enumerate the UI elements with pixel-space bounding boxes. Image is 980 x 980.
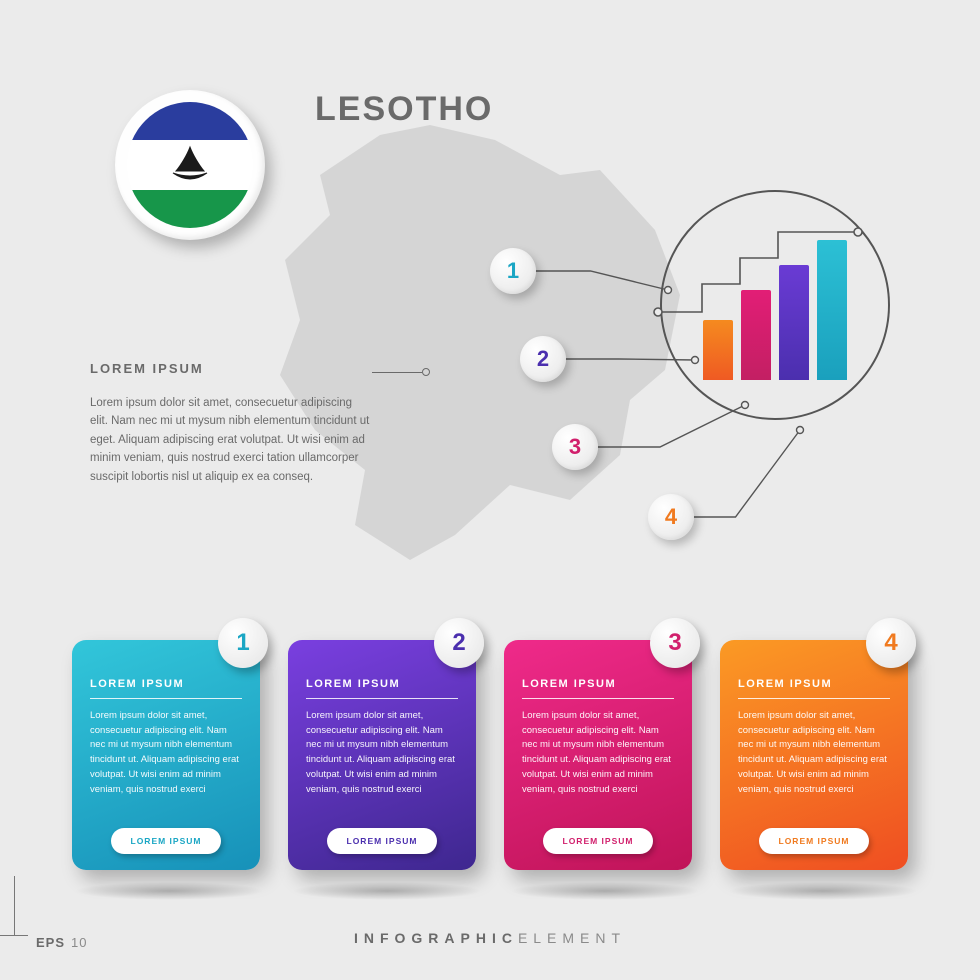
footer-light: ELEMENT (518, 930, 626, 946)
card-divider (738, 698, 890, 699)
card-body-text: Lorem ipsum dolor sit amet, consecuetur … (738, 709, 890, 797)
card-title: LOREM IPSUM (306, 678, 458, 690)
number-badge-4: 4 (648, 494, 694, 540)
number-badge-2: 2 (520, 336, 566, 382)
card-shadow (292, 882, 482, 900)
card-title: LOREM IPSUM (90, 678, 242, 690)
info-card-3: 3LOREM IPSUMLorem ipsum dolor sit amet, … (504, 640, 692, 870)
info-card-1: 1LOREM IPSUMLorem ipsum dolor sit amet, … (72, 640, 260, 870)
card-button[interactable]: LOREM IPSUM (327, 828, 437, 854)
footer-bold: INFOGRAPHIC (354, 930, 518, 946)
card-title: LOREM IPSUM (738, 678, 890, 690)
card-button[interactable]: LOREM IPSUM (543, 828, 653, 854)
card-divider (522, 698, 674, 699)
card-shadow (728, 882, 918, 900)
corner-mark-icon (0, 876, 28, 936)
card-body-text: Lorem ipsum dolor sit amet, consecuetur … (306, 709, 458, 797)
number-badge-1: 1 (490, 248, 536, 294)
number-badge-3: 3 (552, 424, 598, 470)
card-button[interactable]: LOREM IPSUM (111, 828, 221, 854)
card-number-badge: 2 (434, 618, 484, 668)
card-title: LOREM IPSUM (522, 678, 674, 690)
card-divider (90, 698, 242, 699)
connector-lines (0, 0, 980, 620)
eps-number: 10 (71, 935, 87, 950)
card-button[interactable]: LOREM IPSUM (759, 828, 869, 854)
card-shadow (510, 882, 700, 900)
eps-label: EPS (36, 935, 65, 950)
card-shadow (74, 882, 264, 900)
card-divider (306, 698, 458, 699)
info-card-4: 4LOREM IPSUMLorem ipsum dolor sit amet, … (720, 640, 908, 870)
card-body-text: Lorem ipsum dolor sit amet, consecuetur … (522, 709, 674, 797)
cards-row: 1LOREM IPSUMLorem ipsum dolor sit amet, … (72, 640, 908, 870)
card-number-badge: 3 (650, 618, 700, 668)
eps-badge: EPS 10 (36, 935, 87, 950)
card-body-text: Lorem ipsum dolor sit amet, consecuetur … (90, 709, 242, 797)
card-number-badge: 1 (218, 618, 268, 668)
card-number-badge: 4 (866, 618, 916, 668)
footer-caption: INFOGRAPHICELEMENT (0, 930, 980, 946)
info-card-2: 2LOREM IPSUMLorem ipsum dolor sit amet, … (288, 640, 476, 870)
